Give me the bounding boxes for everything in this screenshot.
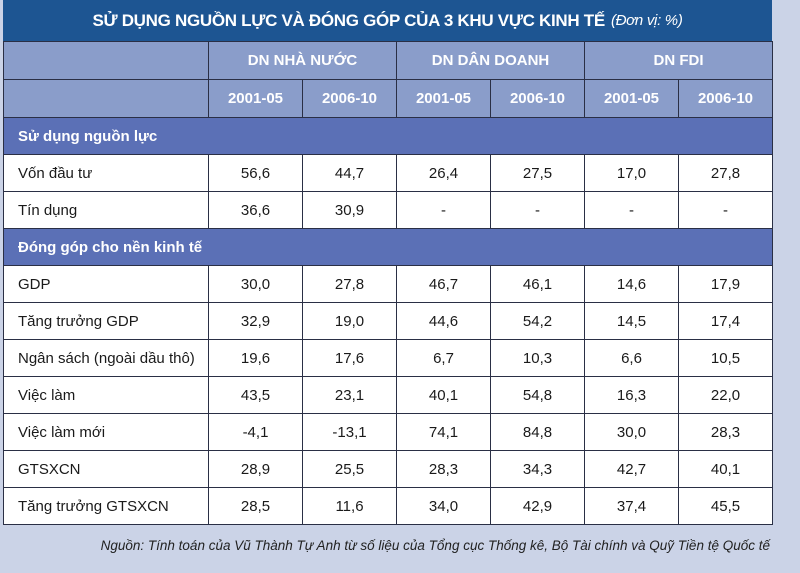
value-cell: 6,6 [584, 339, 679, 377]
value-cell: 10,3 [490, 339, 585, 377]
value-cell: 22,0 [678, 376, 773, 414]
row-label: Việc làm mới [3, 413, 209, 451]
section-title: Sử dụng nguồn lực [3, 117, 773, 155]
value-cell: 27,8 [302, 265, 397, 303]
value-cell: 84,8 [490, 413, 585, 451]
table-row: Tăng trưởng GTSXCN 28,5 11,6 34,0 42,9 37,4 45… [3, 487, 773, 525]
section-title: Đóng góp cho nền kinh tế [3, 228, 773, 266]
period-header: 2001-05 [208, 79, 303, 118]
value-cell: 54,8 [490, 376, 585, 414]
value-cell: 34,0 [396, 487, 491, 525]
value-cell: 19,6 [208, 339, 303, 377]
value-cell: -13,1 [302, 413, 397, 451]
value-cell: 25,5 [302, 450, 397, 488]
value-cell: 42,7 [584, 450, 679, 488]
value-cell: 43,5 [208, 376, 303, 414]
value-cell: 16,3 [584, 376, 679, 414]
value-cell: 10,5 [678, 339, 773, 377]
value-cell: 44,6 [396, 302, 491, 340]
unit-label: (Đơn vị: %) [610, 12, 683, 29]
value-cell: 30,9 [302, 191, 397, 229]
row-label: Tăng trưởng GDP [3, 302, 209, 340]
row-label: Tăng trưởng GTSXCN [3, 487, 209, 525]
value-cell: 27,8 [678, 154, 773, 192]
table-row: Tăng trưởng GDP 32,9 19,0 44,6 54,2 14,5 17,4 [3, 302, 773, 340]
value-cell: 28,9 [208, 450, 303, 488]
period-header: 2001-05 [396, 79, 491, 118]
group-header: DN NHÀ NƯỚC [208, 41, 397, 80]
group-header: DN FDI [584, 41, 773, 80]
value-cell: 28,5 [208, 487, 303, 525]
value-cell: 28,3 [396, 450, 491, 488]
table-row: Vốn đầu tư 56,6 44,7 26,4 27,5 17,0 27,8 [3, 154, 773, 192]
table-row: Tín dụng 36,6 30,9- - - - [3, 191, 773, 229]
value-cell: 28,3 [678, 413, 773, 451]
value-cell: 19,0 [302, 302, 397, 340]
table-title: SỬ DỤNG NGUỒN LỰC VÀ ĐÓNG GÓP CỦA 3 KHU … [3, 0, 772, 41]
value-cell: 14,5 [584, 302, 679, 340]
value-cell: 14,6 [584, 265, 679, 303]
value-cell: - [678, 191, 773, 229]
value-cell: 34,3 [490, 450, 585, 488]
group-header-row: DN NHÀ NƯỚC DN DÂN DOANH DN FDI [3, 41, 773, 80]
table-row: Việc làm 43,5 23,1 40,1 54,8 16,3 22,0 [3, 376, 773, 414]
value-cell: 30,0 [584, 413, 679, 451]
value-cell: 26,4 [396, 154, 491, 192]
value-cell: 40,1 [396, 376, 491, 414]
value-cell: - [490, 191, 585, 229]
value-cell: 45,5 [678, 487, 773, 525]
table-row: Việc làm mới -4,1 -13,1 74,1 84,8 30,0 28,3 [3, 413, 773, 451]
row-label: GDP [3, 265, 209, 303]
value-cell: 37,4 [584, 487, 679, 525]
value-cell: 11,6 [302, 487, 397, 525]
value-cell: - [396, 191, 491, 229]
value-cell: 17,6 [302, 339, 397, 377]
title-text: SỬ DỤNG NGUỒN LỰC VÀ ĐÓNG GÓP CỦA 3 KHU … [92, 10, 605, 30]
value-cell: 46,1 [490, 265, 585, 303]
value-cell: 27,5 [490, 154, 585, 192]
value-cell: -4,1 [208, 413, 303, 451]
value-cell: - [584, 191, 679, 229]
section-row: Sử dụng nguồn lực [3, 117, 773, 155]
value-cell: 23,1 [302, 376, 397, 414]
source-note: Nguồn: Tính toán của Vũ Thành Tự Anh từ … [100, 538, 770, 553]
period-header: 2006-10 [678, 79, 773, 118]
value-cell: 32,9 [208, 302, 303, 340]
value-cell: 56,6 [208, 154, 303, 192]
row-label: Tín dụng [3, 191, 209, 229]
row-label: Việc làm [3, 376, 209, 414]
value-cell: 6,7 [396, 339, 491, 377]
value-cell: 40,1 [678, 450, 773, 488]
row-label: Ngân sách (ngoài dầu thô) [3, 339, 209, 377]
value-cell: 17,0 [584, 154, 679, 192]
value-cell: 54,2 [490, 302, 585, 340]
table-row: GDP 30,0 27,8 46,7 46,1 14,6 17,9 [3, 265, 773, 303]
section-row: Đóng góp cho nền kinh tế [3, 228, 773, 266]
corner-cell [3, 41, 209, 80]
value-cell: 42,9 [490, 487, 585, 525]
period-header-row: 2001-05 2006-10 2001-05 2006-10 2001-05 … [3, 79, 773, 118]
value-cell: 36,6 [208, 191, 303, 229]
value-cell: 17,9 [678, 265, 773, 303]
data-table: DN NHÀ NƯỚC DN DÂN DOANH DN FDI 2001-05 … [3, 41, 773, 525]
table-row: Ngân sách (ngoài dầu thô) 19,6 17,6 6,7 10,3… [3, 339, 773, 377]
value-cell: 17,4 [678, 302, 773, 340]
value-cell: 44,7 [302, 154, 397, 192]
period-header: 2006-10 [490, 79, 585, 118]
value-cell: 30,0 [208, 265, 303, 303]
period-header: 2001-05 [584, 79, 679, 118]
period-header: 2006-10 [302, 79, 397, 118]
value-cell: 46,7 [396, 265, 491, 303]
corner-cell [3, 79, 209, 118]
table-row: GTSXCN 28,9 25,5 28,3 34,3 42,7 40,1 [3, 450, 773, 488]
group-header: DN DÂN DOANH [396, 41, 585, 80]
row-label: GTSXCN [3, 450, 209, 488]
row-label: Vốn đầu tư [3, 154, 209, 192]
value-cell: 74,1 [396, 413, 491, 451]
